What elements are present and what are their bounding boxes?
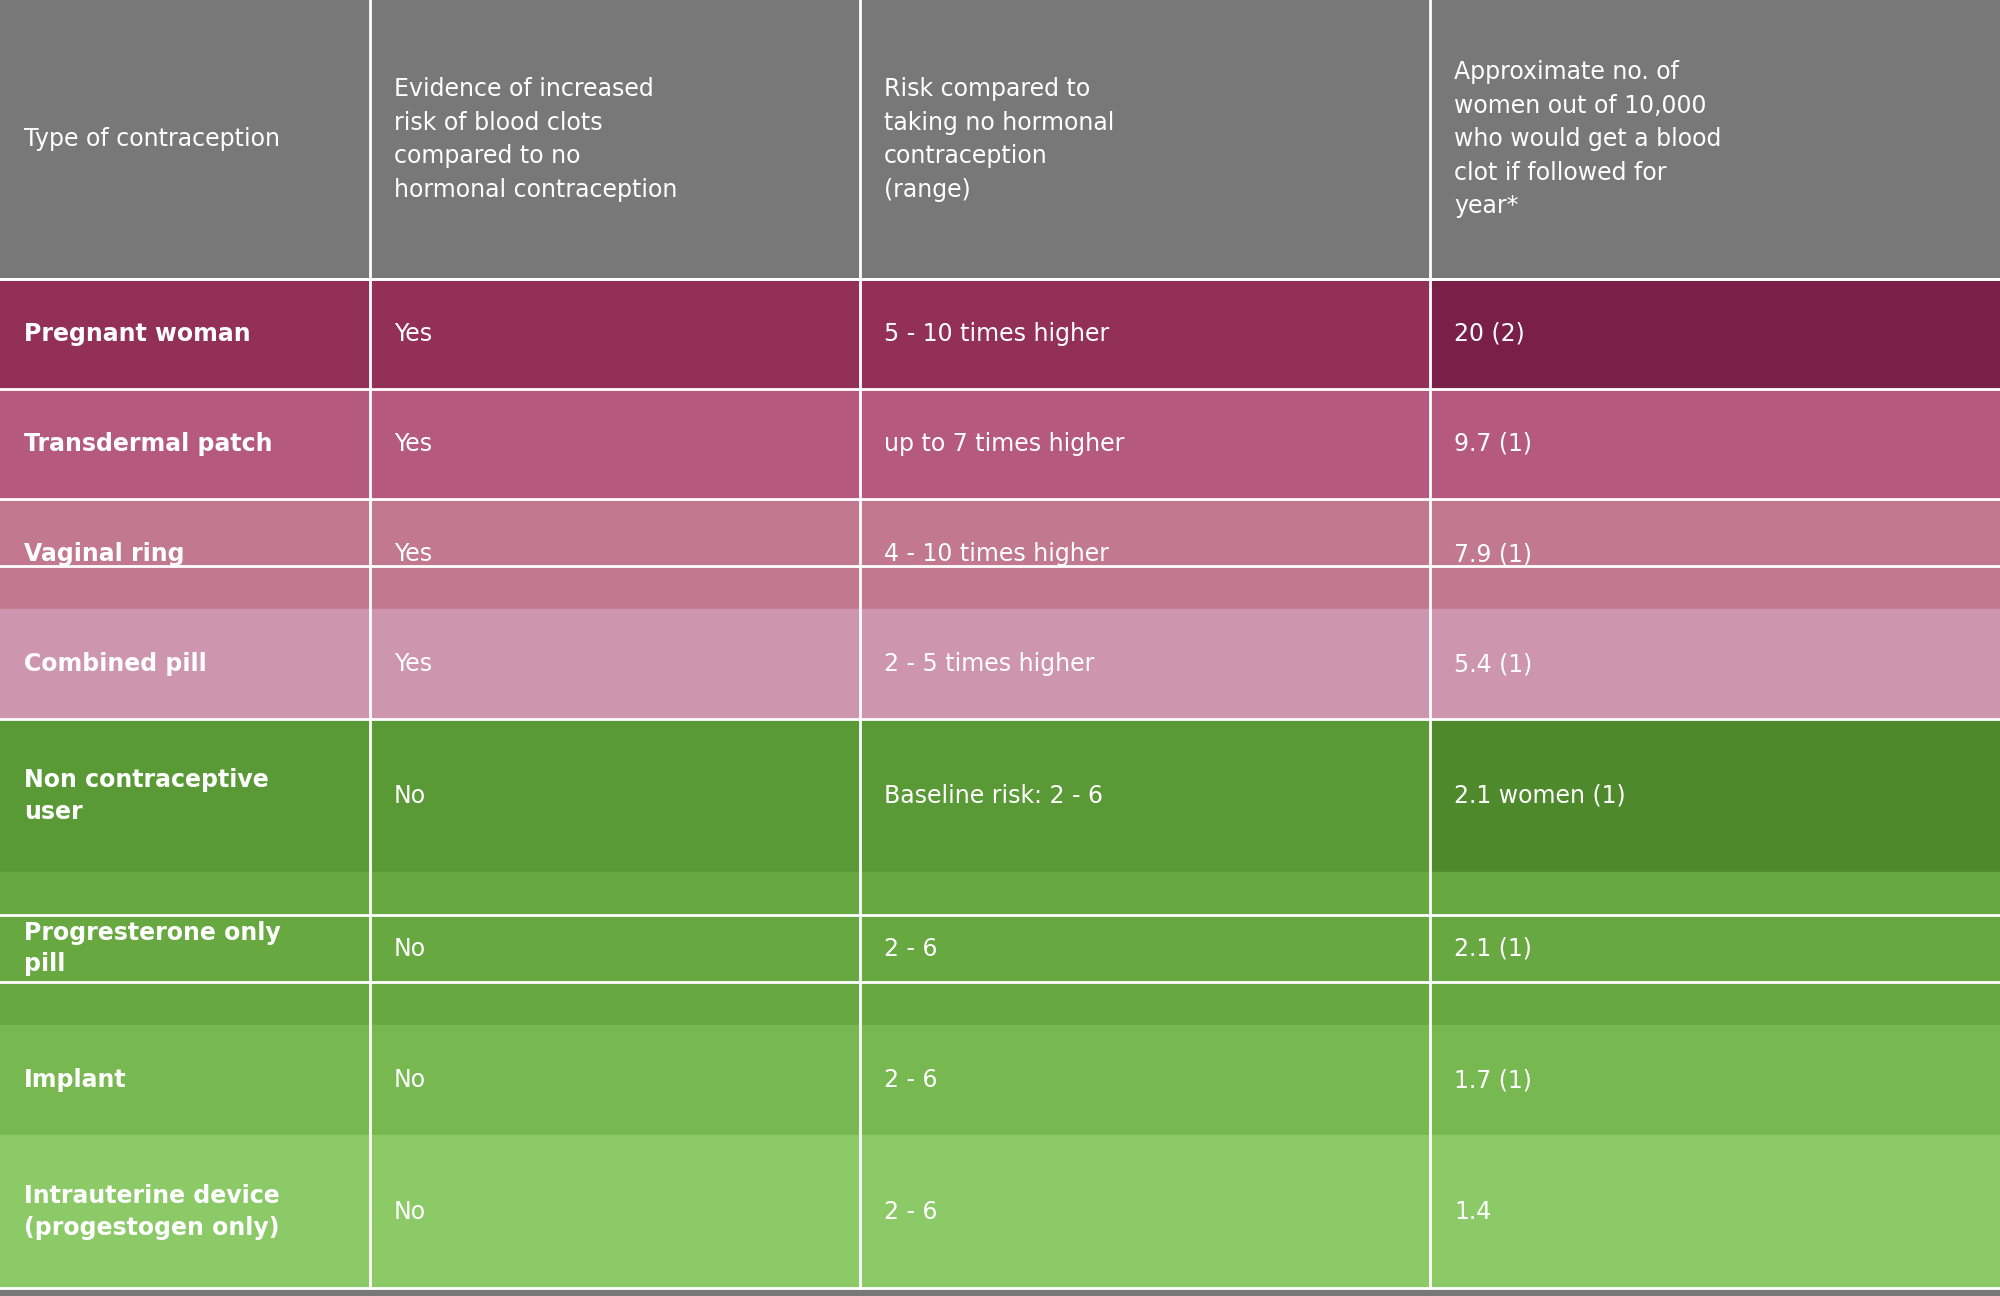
Text: Yes: Yes [394,542,432,566]
Bar [370,872,860,1025]
Bar [860,279,1430,389]
Text: Intrauterine device
(progestogen only): Intrauterine device (progestogen only) [24,1185,280,1239]
Text: Baseline risk: 2 - 6: Baseline risk: 2 - 6 [884,784,1104,807]
Bar [1430,499,2000,609]
Bar [0,1135,370,1288]
Bar [370,279,860,389]
Text: 1.4: 1.4 [1454,1200,1492,1223]
Bar [370,719,860,872]
Text: Evidence of increased
risk of blood clots
compared to no
hormonal contraception: Evidence of increased risk of blood clot… [394,76,678,202]
Bar [860,872,1430,1025]
Bar [1430,1025,2000,1135]
Bar [1430,1135,2000,1288]
Bar [1430,872,2000,1025]
Text: No: No [394,937,426,960]
Text: 5.4 (1): 5.4 (1) [1454,652,1532,677]
Text: Yes: Yes [394,432,432,456]
Text: Approximate no. of
women out of 10,000
who would get a blood
clot if followed fo: Approximate no. of women out of 10,000 w… [1454,61,1722,218]
Bar [0,389,370,499]
Text: Risk compared to
taking no hormonal
contraception
(range): Risk compared to taking no hormonal cont… [884,76,1114,202]
Text: Vaginal ring: Vaginal ring [24,542,184,566]
Bar [370,499,860,609]
Text: Combined pill: Combined pill [24,652,206,677]
Text: Type of contraception: Type of contraception [24,127,280,152]
Text: No: No [394,784,426,807]
Text: up to 7 times higher: up to 7 times higher [884,432,1124,456]
Text: No: No [394,1068,426,1093]
Bar [860,719,1430,872]
Bar [1430,389,2000,499]
Bar [1430,719,2000,872]
Bar [0,719,370,872]
Text: 5 - 10 times higher: 5 - 10 times higher [884,321,1110,346]
Bar [860,389,1430,499]
Bar [860,1135,1430,1288]
Text: Pregnant woman: Pregnant woman [24,321,250,346]
Bar [0,872,370,1025]
Bar [370,389,860,499]
Text: No: No [394,1200,426,1223]
Bar [860,609,1430,719]
Bar [0,1025,370,1135]
Text: 9.7 (1): 9.7 (1) [1454,432,1532,456]
Text: 1.7 (1): 1.7 (1) [1454,1068,1532,1093]
Bar [860,499,1430,609]
Text: 20 (2): 20 (2) [1454,321,1524,346]
Text: Implant: Implant [24,1068,126,1093]
Text: Transdermal patch: Transdermal patch [24,432,272,456]
Bar [0,279,370,389]
Bar [1430,609,2000,719]
Text: 2 - 6: 2 - 6 [884,937,938,960]
Bar [1430,0,2000,279]
Text: 2 - 6: 2 - 6 [884,1200,938,1223]
Bar [0,609,370,719]
Text: 2 - 6: 2 - 6 [884,1068,938,1093]
Bar [860,0,1430,279]
Text: Progresterone only
pill: Progresterone only pill [24,921,280,976]
Text: Non contraceptive
user: Non contraceptive user [24,769,268,823]
Text: Yes: Yes [394,321,432,346]
Bar [860,1025,1430,1135]
Text: 7.9 (1): 7.9 (1) [1454,542,1532,566]
Bar [370,609,860,719]
Bar [370,0,860,279]
Text: 2.1 women (1): 2.1 women (1) [1454,784,1626,807]
Text: Yes: Yes [394,652,432,677]
Text: 2.1 (1): 2.1 (1) [1454,937,1532,960]
Text: 2 - 5 times higher: 2 - 5 times higher [884,652,1094,677]
Bar [0,0,370,279]
Bar [370,1135,860,1288]
Bar [0,499,370,609]
Text: 4 - 10 times higher: 4 - 10 times higher [884,542,1108,566]
Bar [370,1025,860,1135]
Bar [1430,279,2000,389]
